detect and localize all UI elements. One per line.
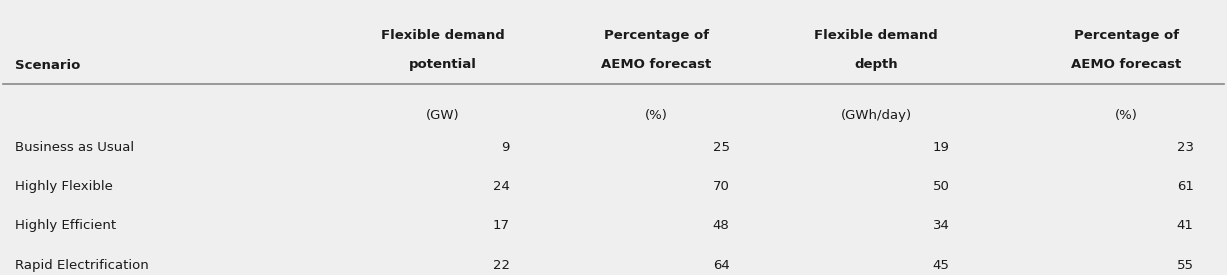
Text: 70: 70	[713, 180, 730, 193]
Text: (%): (%)	[645, 109, 667, 122]
Text: Flexible demand: Flexible demand	[380, 29, 504, 42]
Text: 24: 24	[493, 180, 509, 193]
Text: 41: 41	[1177, 219, 1194, 232]
Text: depth: depth	[854, 59, 898, 72]
Text: Percentage of: Percentage of	[604, 29, 709, 42]
Text: 48: 48	[713, 219, 730, 232]
Text: Flexible demand: Flexible demand	[815, 29, 937, 42]
Text: 25: 25	[713, 141, 730, 154]
Text: Business as Usual: Business as Usual	[15, 141, 134, 154]
Text: (%): (%)	[1115, 109, 1137, 122]
Text: 64: 64	[713, 258, 730, 272]
Text: 55: 55	[1177, 258, 1194, 272]
Text: 45: 45	[933, 258, 950, 272]
Text: 34: 34	[933, 219, 950, 232]
Text: Highly Flexible: Highly Flexible	[15, 180, 113, 193]
Text: (GWh/day): (GWh/day)	[840, 109, 912, 122]
Text: Rapid Electrification: Rapid Electrification	[15, 258, 148, 272]
Text: 9: 9	[502, 141, 509, 154]
Text: AEMO forecast: AEMO forecast	[1071, 59, 1182, 72]
Text: 19: 19	[933, 141, 950, 154]
Text: Percentage of: Percentage of	[1074, 29, 1179, 42]
Text: (GW): (GW)	[426, 109, 459, 122]
Text: AEMO forecast: AEMO forecast	[601, 59, 712, 72]
Text: 23: 23	[1177, 141, 1194, 154]
Text: 22: 22	[493, 258, 509, 272]
Text: 17: 17	[493, 219, 509, 232]
Text: 50: 50	[933, 180, 950, 193]
Text: potential: potential	[409, 59, 476, 72]
Text: 61: 61	[1177, 180, 1194, 193]
Text: Scenario: Scenario	[15, 59, 80, 72]
Text: Highly Efficient: Highly Efficient	[15, 219, 117, 232]
